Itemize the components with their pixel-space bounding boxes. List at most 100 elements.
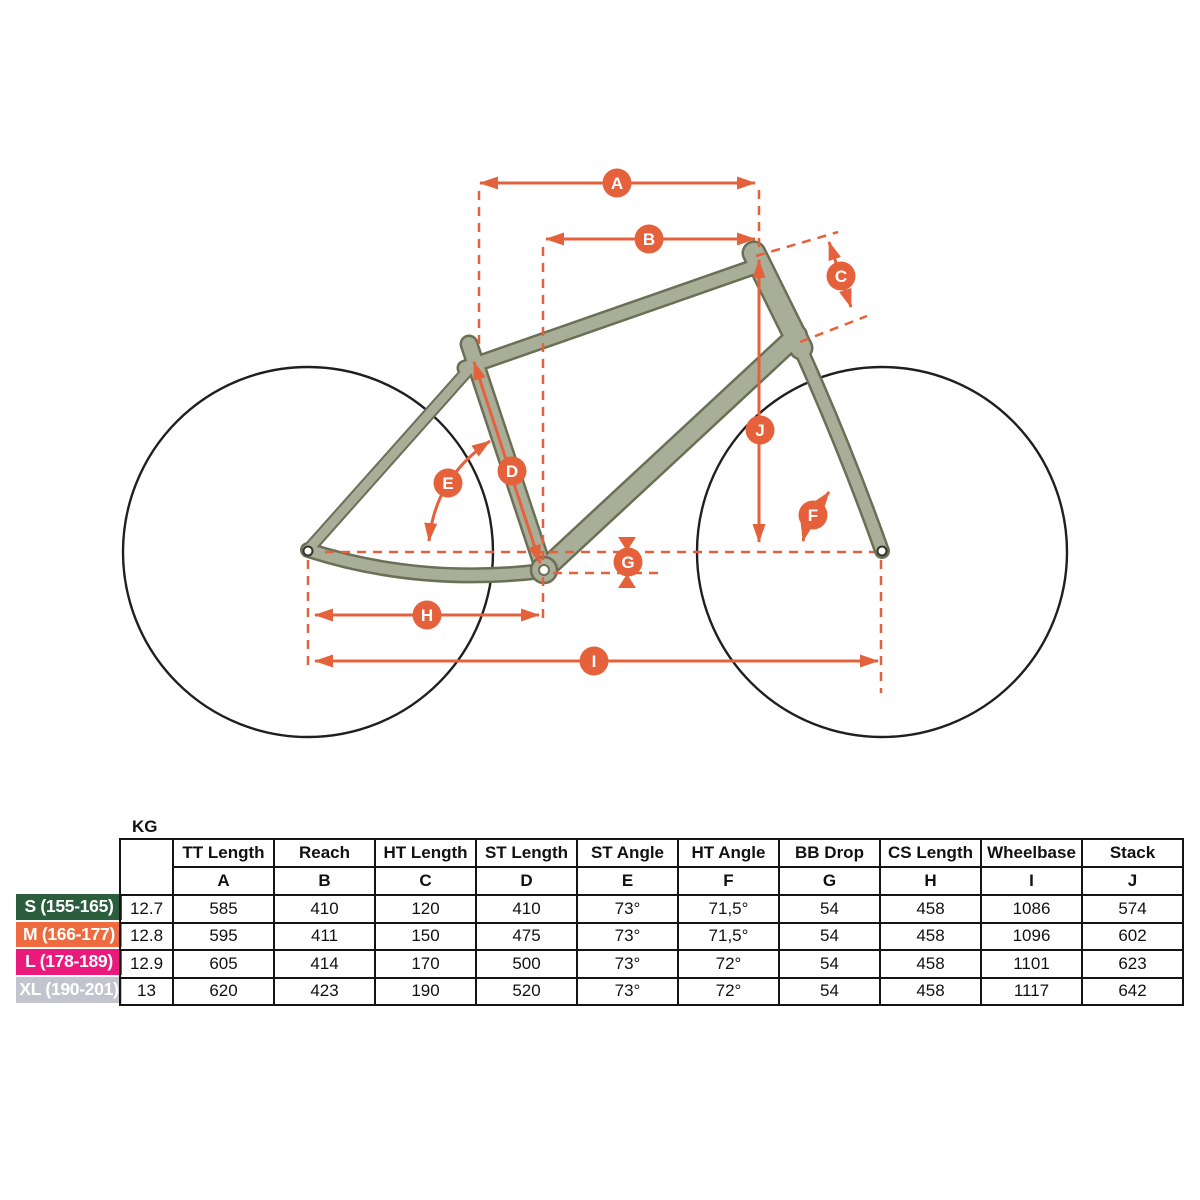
- svg-text:A: A: [611, 174, 623, 193]
- marker-i: I: [579, 646, 609, 676]
- kg-value: 12.7: [119, 894, 174, 924]
- geometry-value: 150: [374, 921, 477, 951]
- geometry-value: 1101: [980, 949, 1083, 979]
- geometry-value: 642: [1081, 976, 1184, 1006]
- front-dropout: [876, 545, 888, 557]
- geometry-value: 574: [1081, 894, 1184, 924]
- column-header: HT Length: [374, 838, 477, 868]
- size-label: L (178-189): [16, 949, 122, 975]
- geometry-value: 458: [879, 921, 982, 951]
- svg-text:B: B: [643, 230, 655, 249]
- table-row: 12.9 605 414 170 500 73° 72° 54 458 1101 623: [119, 949, 1184, 979]
- marker-b: B: [634, 224, 664, 254]
- geometry-value: 190: [374, 976, 477, 1006]
- dimension-lines: [314, 176, 879, 668]
- column-header: TT Length: [172, 838, 275, 868]
- frame: [302, 243, 888, 581]
- geometry-value: 410: [273, 894, 376, 924]
- svg-text:F: F: [808, 506, 818, 525]
- marker-j: J: [745, 415, 775, 445]
- geometry-value: 54: [778, 894, 881, 924]
- geometry-value: 54: [778, 949, 881, 979]
- column-header: BB Drop: [778, 838, 881, 868]
- geometry-value: 458: [879, 976, 982, 1006]
- marker-c: C: [826, 261, 856, 291]
- geometry-value: 414: [273, 949, 376, 979]
- geometry-value: 602: [1081, 921, 1184, 951]
- geometry-value: 410: [475, 894, 578, 924]
- geometry-value: 1086: [980, 894, 1083, 924]
- dimension-markers: A B C D E F G H I J: [412, 168, 856, 676]
- kg-value: 12.9: [119, 949, 174, 979]
- column-header: Stack: [1081, 838, 1184, 868]
- kg-unit-label: KG: [132, 817, 158, 836]
- svg-text:G: G: [621, 553, 634, 572]
- size-label: XL (190-201): [16, 977, 122, 1003]
- geometry-value: 170: [374, 949, 477, 979]
- size-label: M (166-177): [16, 921, 122, 948]
- reference-lines: [306, 190, 883, 693]
- size-table: TT Length Reach HT Length ST Length ST Angle…: [119, 838, 1184, 1006]
- geometry-value: 71,5°: [677, 894, 780, 924]
- geometry-value: 73°: [576, 949, 679, 979]
- table-row: 13 620 423 190 520 73° 72° 54 458 1117 642: [119, 976, 1184, 1006]
- dimension-triangles-g: [618, 537, 636, 588]
- geometry-value: 620: [172, 976, 275, 1006]
- geometry-value: 73°: [576, 976, 679, 1006]
- geometry-value: 623: [1081, 949, 1184, 979]
- geometry-value: 72°: [677, 949, 780, 979]
- table-row: 12.7 585 410 120 410 73° 71,5° 54 458 1086 574: [119, 894, 1184, 924]
- column-letter: I: [980, 866, 1083, 896]
- geometry-value: 120: [374, 894, 477, 924]
- column-header: ST Length: [475, 838, 578, 868]
- marker-g: G: [613, 547, 643, 577]
- bottom-bracket-hole: [538, 564, 550, 576]
- corner-cell: [119, 838, 174, 896]
- kg-value: 12.8: [119, 921, 174, 951]
- table-row: 12.8 595 411 150 475 73° 71,5° 54 458 1096 602: [119, 921, 1184, 951]
- svg-text:E: E: [442, 474, 453, 493]
- geometry-value: 595: [172, 921, 275, 951]
- rear-dropout: [302, 545, 314, 557]
- geometry-value: 520: [475, 976, 578, 1006]
- column-letter: F: [677, 866, 780, 896]
- column-header: CS Length: [879, 838, 982, 868]
- marker-d: D: [497, 456, 527, 486]
- geometry-value: 500: [475, 949, 578, 979]
- column-letter: G: [778, 866, 881, 896]
- size-label: S (155-165): [16, 894, 122, 920]
- marker-f: F: [798, 500, 828, 530]
- marker-e: E: [433, 468, 463, 498]
- geometry-value: 54: [778, 921, 881, 951]
- geometry-value: 585: [172, 894, 275, 924]
- column-letter: H: [879, 866, 982, 896]
- column-header: Wheelbase: [980, 838, 1083, 868]
- geometry-value: 411: [273, 921, 376, 951]
- column-letter: B: [273, 866, 376, 896]
- kg-value: 13: [119, 976, 174, 1006]
- marker-h: H: [412, 600, 442, 630]
- column-header: Reach: [273, 838, 376, 868]
- column-letter: C: [374, 866, 477, 896]
- column-header: HT Angle: [677, 838, 780, 868]
- bike-geometry-diagram: A B C D E F G H I J: [121, 168, 1069, 739]
- size-labels: S (155-165) M (166-177) L (178-189) XL (190…: [16, 894, 122, 1003]
- table-body: 12.7 585 410 120 410 73° 71,5° 54 458 1086 574 12.8…: [119, 894, 1184, 1006]
- geometry-value: 458: [879, 894, 982, 924]
- geometry-value: 72°: [677, 976, 780, 1006]
- svg-text:H: H: [421, 606, 433, 625]
- geometry-value: 1117: [980, 976, 1083, 1006]
- svg-text:C: C: [835, 267, 847, 286]
- column-letter: A: [172, 866, 275, 896]
- column-header: ST Angle: [576, 838, 679, 868]
- svg-text:D: D: [506, 462, 518, 481]
- geometry-value: 423: [273, 976, 376, 1006]
- column-letter: E: [576, 866, 679, 896]
- geometry-value: 73°: [576, 921, 679, 951]
- geometry-value: 475: [475, 921, 578, 951]
- geometry-value: 54: [778, 976, 881, 1006]
- geometry-value: 605: [172, 949, 275, 979]
- svg-text:I: I: [592, 652, 597, 671]
